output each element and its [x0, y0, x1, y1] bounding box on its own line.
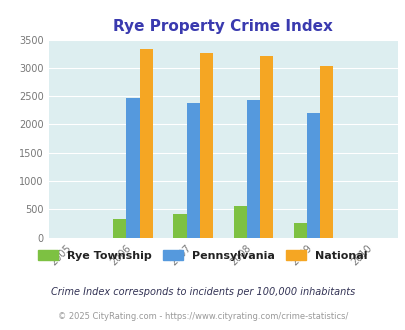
Bar — [199, 52, 213, 238]
Text: © 2025 CityRating.com - https://www.cityrating.com/crime-statistics/: © 2025 CityRating.com - https://www.city… — [58, 312, 347, 321]
Legend: Rye Township, Pennsylvania, National: Rye Township, Pennsylvania, National — [35, 247, 370, 264]
Bar — [233, 206, 246, 238]
Bar — [246, 100, 259, 238]
Bar — [186, 103, 199, 238]
Bar — [173, 214, 186, 238]
Text: Crime Index corresponds to incidents per 100,000 inhabitants: Crime Index corresponds to incidents per… — [51, 287, 354, 297]
Bar — [320, 66, 333, 238]
Bar — [259, 56, 273, 238]
Bar — [113, 219, 126, 238]
Bar — [306, 113, 320, 238]
Bar — [293, 223, 306, 238]
Title: Rye Property Crime Index: Rye Property Crime Index — [113, 19, 333, 34]
Bar — [126, 98, 139, 238]
Bar — [139, 49, 153, 238]
